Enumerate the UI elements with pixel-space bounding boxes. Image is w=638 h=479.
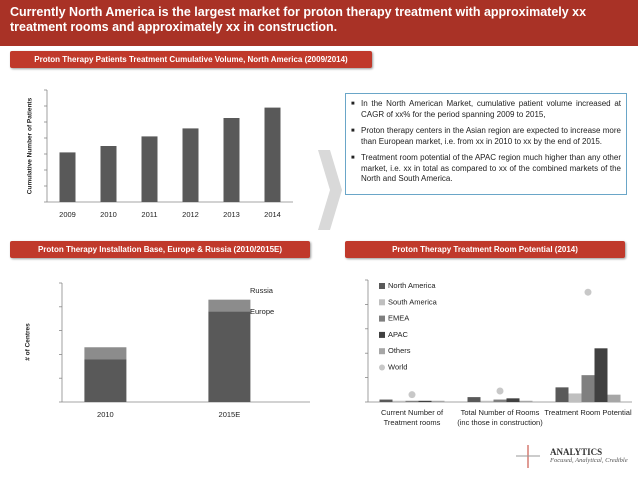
logo-tagline: Focused, Analytical, Credible [550, 457, 628, 464]
legend-marker [379, 283, 385, 289]
x-tick-label: Treatment Room Potential [544, 408, 632, 417]
legend-marker [379, 299, 385, 306]
bar [405, 400, 419, 402]
legend-label: Others [388, 346, 411, 355]
bar [264, 107, 281, 202]
bar-segment [208, 299, 251, 312]
bar [581, 375, 595, 402]
legend-label: EMEA [388, 314, 409, 323]
bar [493, 399, 507, 402]
bar [467, 397, 481, 402]
x-tick-label: Total Number of Rooms (inc those in cons… [457, 408, 543, 427]
legend-label: World [388, 362, 407, 371]
legend-marker [379, 315, 385, 322]
logo-icon [516, 445, 540, 468]
bar [480, 400, 494, 402]
section-title: Proton Therapy Treatment Room Potential … [345, 241, 625, 258]
bar [379, 399, 393, 402]
x-tick-label: 2012 [182, 210, 199, 219]
bar [141, 136, 158, 202]
arrow [318, 150, 342, 230]
legend-label: APAC [388, 330, 408, 339]
y-axis-title: Cumulative Number of Patients [27, 97, 34, 194]
bullet: Proton therapy centers in the Asian regi… [351, 126, 621, 147]
bar [59, 152, 76, 202]
bullet: Treatment room potential of the APAC reg… [351, 153, 621, 185]
x-tick-label: 2011 [141, 210, 157, 219]
y-axis-title: # of Centres [25, 323, 32, 361]
x-tick-label: Current Number of Treatment rooms [380, 408, 444, 427]
legend-label: Europe [250, 307, 274, 316]
bar-segment [84, 359, 127, 402]
bar-segment [208, 311, 251, 402]
bar [418, 400, 432, 402]
x-tick-label: 2015E [219, 410, 241, 419]
bar [519, 400, 533, 402]
bar [555, 387, 569, 402]
bar [392, 400, 406, 402]
legend-label: North America [388, 281, 436, 290]
legend-label: South America [388, 297, 438, 306]
bar [431, 400, 445, 402]
legend-marker [379, 364, 385, 371]
point [408, 391, 416, 399]
bullet-box: In the North American Market, cumulative… [345, 93, 627, 195]
x-tick-label: 2014 [264, 210, 281, 219]
x-tick-label: 2010 [100, 210, 117, 219]
bullet: In the North American Market, cumulative… [351, 99, 621, 120]
bar [607, 394, 621, 402]
legend-marker [379, 331, 385, 338]
bar [568, 393, 582, 402]
legend-marker [379, 348, 385, 355]
bar [223, 118, 240, 202]
logo: ANALYTICS Focused, Analytical, Credible [550, 447, 628, 464]
bar [182, 128, 199, 202]
logo-name: ANALYTICS [550, 447, 603, 457]
bar [594, 348, 608, 402]
header: Currently North America is the largest m… [0, 0, 638, 46]
section-title: Proton Therapy Patients Treatment Cumula… [10, 51, 372, 68]
point [584, 288, 592, 296]
header-title: Currently North America is the largest m… [10, 5, 587, 34]
x-tick-label: 2013 [223, 210, 240, 219]
x-tick-label: 2010 [97, 410, 114, 419]
bar [506, 398, 520, 402]
legend-label: Russia [250, 286, 274, 295]
x-tick-label: 2009 [59, 210, 76, 219]
section-title: Proton Therapy Installation Base, Europe… [10, 241, 310, 258]
bar [100, 146, 117, 202]
point [496, 387, 504, 395]
bar-segment [84, 347, 127, 360]
